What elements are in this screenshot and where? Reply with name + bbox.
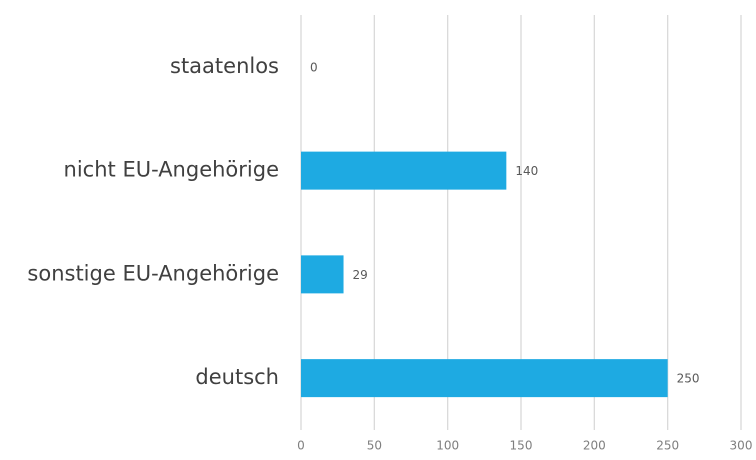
x-tick-label: 150 [510,439,533,453]
y-tick-label: sonstige EU-Angehörige [27,261,279,285]
x-tick-label: 100 [436,439,459,453]
bar [301,151,507,190]
bar [301,255,344,294]
value-label: 29 [353,268,368,282]
y-tick-label: deutsch [195,365,279,389]
value-label: 140 [515,164,538,178]
value-label: 0 [310,60,318,74]
bar [301,359,668,398]
y-tick-label: nicht EU-Angehörige [64,158,279,182]
x-tick-label: 300 [730,439,753,453]
y-tick-label: staatenlos [170,54,279,78]
value-label: 250 [677,372,700,386]
x-tick-label: 50 [367,439,382,453]
x-tick-label: 200 [583,439,606,453]
x-tick-label: 250 [656,439,679,453]
x-tick-label: 0 [297,439,305,453]
